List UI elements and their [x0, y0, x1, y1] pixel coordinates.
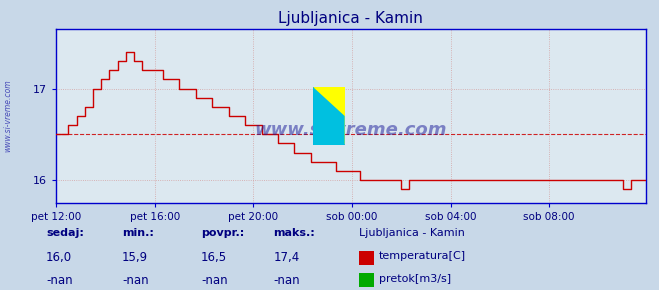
Text: -nan: -nan — [46, 274, 72, 287]
Text: www.si-vreme.com: www.si-vreme.com — [254, 121, 447, 139]
Text: -nan: -nan — [273, 274, 300, 287]
Polygon shape — [313, 87, 345, 145]
Polygon shape — [313, 87, 345, 145]
Text: 15,9: 15,9 — [122, 251, 148, 264]
Text: temperatura[C]: temperatura[C] — [379, 251, 466, 261]
Text: pretok[m3/s]: pretok[m3/s] — [379, 274, 451, 284]
Text: 16,0: 16,0 — [46, 251, 72, 264]
Text: 16,5: 16,5 — [201, 251, 227, 264]
Text: povpr.:: povpr.: — [201, 228, 244, 238]
Text: 17,4: 17,4 — [273, 251, 300, 264]
Title: Ljubljanica - Kamin: Ljubljanica - Kamin — [279, 11, 423, 26]
Text: -nan: -nan — [201, 274, 227, 287]
Text: www.si-vreme.com: www.si-vreme.com — [3, 80, 13, 152]
Text: sedaj:: sedaj: — [46, 228, 84, 238]
Text: maks.:: maks.: — [273, 228, 315, 238]
Text: Ljubljanica - Kamin: Ljubljanica - Kamin — [359, 228, 465, 238]
Text: min.:: min.: — [122, 228, 154, 238]
Text: -nan: -nan — [122, 274, 148, 287]
Polygon shape — [313, 87, 345, 145]
